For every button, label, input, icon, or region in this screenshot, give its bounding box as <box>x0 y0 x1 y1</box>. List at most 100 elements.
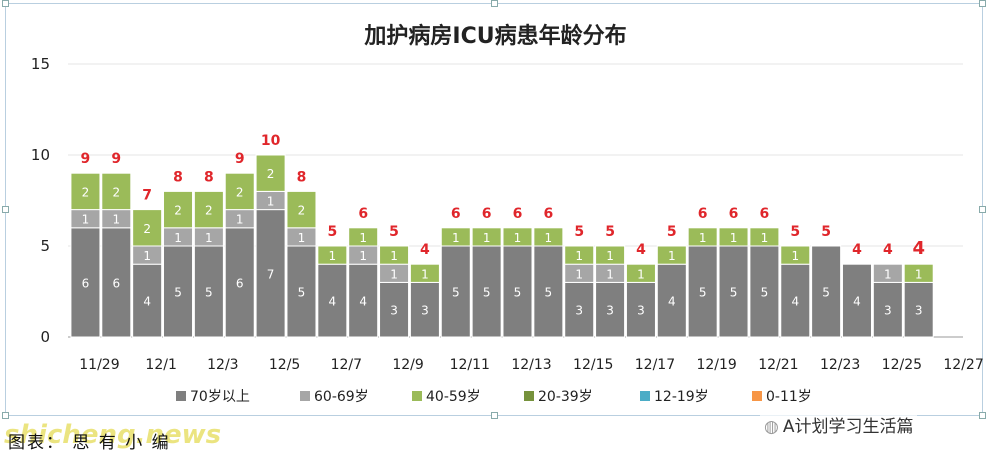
bar-segment <box>533 245 564 338</box>
bar-segment <box>101 227 132 338</box>
x-tick-label: 12/17 <box>635 357 675 373</box>
data-label: 2 <box>112 185 120 199</box>
data-label: 7 <box>267 267 275 281</box>
data-label: 1 <box>390 267 398 281</box>
bar-segment <box>872 263 903 283</box>
data-label: 1 <box>699 231 707 245</box>
bar-segment <box>193 190 224 229</box>
data-label: 2 <box>298 204 306 218</box>
total-label: 4 <box>636 242 646 258</box>
data-label: 5 <box>205 286 213 300</box>
bar-segment <box>70 227 101 338</box>
x-tick-label: 12/7 <box>331 357 362 373</box>
bar-segment <box>348 227 379 247</box>
total-label: 5 <box>327 224 337 240</box>
resize-handle[interactable] <box>2 412 9 419</box>
data-label: 6 <box>82 276 90 290</box>
bar-segment <box>224 227 255 338</box>
data-label: 1 <box>575 249 583 263</box>
bar-segment <box>101 172 132 211</box>
total-label: 9 <box>111 151 121 167</box>
bar-segment <box>409 281 440 338</box>
data-label: 3 <box>915 304 923 318</box>
total-label: 8 <box>173 169 183 185</box>
total-label: 4 <box>852 242 862 258</box>
data-label: 6 <box>236 276 244 290</box>
data-label: 1 <box>606 267 614 281</box>
data-label: 1 <box>761 231 769 245</box>
account-badge: ◍ A计划学习生活篇 <box>760 412 918 437</box>
data-label: 5 <box>699 286 707 300</box>
resize-handle[interactable] <box>2 206 9 213</box>
total-label: 5 <box>790 224 800 240</box>
data-label: 4 <box>853 295 861 309</box>
data-label: 1 <box>545 231 553 245</box>
data-label: 1 <box>915 267 923 281</box>
data-label: 1 <box>637 267 645 281</box>
y-tick-label: 10 <box>31 146 50 164</box>
bar-segment <box>440 245 471 338</box>
data-label: 3 <box>390 304 398 318</box>
data-label: 5 <box>822 286 830 300</box>
data-label: 1 <box>483 231 491 245</box>
bar-segment <box>471 227 502 247</box>
data-label: 5 <box>761 286 769 300</box>
legend-label: 70岁以上 <box>190 389 250 405</box>
bar-segment <box>533 227 564 247</box>
bar-segment <box>132 209 163 247</box>
bar-segment <box>625 281 656 338</box>
bar-segment <box>811 245 842 338</box>
legend-label: 12-19岁 <box>654 389 709 405</box>
data-label: 5 <box>174 286 182 300</box>
data-label: 2 <box>236 185 244 199</box>
bar-segment <box>749 245 780 338</box>
data-label: 5 <box>514 286 522 300</box>
total-label: 6 <box>698 206 708 222</box>
total-label: 4 <box>420 242 430 258</box>
legend-swatch <box>640 391 650 401</box>
x-tick-label: 12/3 <box>207 357 238 373</box>
bar-segment <box>379 245 410 265</box>
bar-segment <box>564 245 595 265</box>
resize-handle[interactable] <box>979 0 986 7</box>
total-label: 9 <box>81 151 91 167</box>
x-tick-label: 12/19 <box>696 357 736 373</box>
resize-handle[interactable] <box>979 206 986 213</box>
data-label: 4 <box>668 295 676 309</box>
bar-segment <box>163 190 194 229</box>
x-tick-label: 12/11 <box>450 357 490 373</box>
total-label: 6 <box>358 206 368 222</box>
watermark: shicheng.news <box>4 420 222 450</box>
total-label: 6 <box>482 206 492 222</box>
total-label: 5 <box>821 224 831 240</box>
total-label: 5 <box>574 224 584 240</box>
data-label: 6 <box>112 276 120 290</box>
resize-handle[interactable] <box>491 0 498 7</box>
data-label: 3 <box>884 304 892 318</box>
bar-segment <box>286 245 317 338</box>
data-label: 1 <box>359 249 367 263</box>
resize-handle[interactable] <box>2 0 9 7</box>
x-tick-label: 12/1 <box>145 357 176 373</box>
data-label: 4 <box>359 295 367 309</box>
data-label: 2 <box>205 204 213 218</box>
data-label: 5 <box>298 286 306 300</box>
data-label: 3 <box>637 304 645 318</box>
resize-handle[interactable] <box>979 412 986 419</box>
total-label: 4 <box>883 242 893 258</box>
data-label: 5 <box>452 286 460 300</box>
legend-swatch <box>412 391 422 401</box>
data-label: 1 <box>236 213 244 227</box>
data-label: 1 <box>174 231 182 245</box>
bar-segment <box>780 245 811 265</box>
y-tick-label: 15 <box>31 55 50 73</box>
data-label: 5 <box>483 286 491 300</box>
bar-segment <box>317 245 348 265</box>
data-label: 1 <box>791 249 799 263</box>
resize-handle[interactable] <box>491 412 498 419</box>
x-tick-label: 12/27 <box>943 357 983 373</box>
bar-segment <box>317 263 348 338</box>
x-tick-label: 11/29 <box>79 357 119 373</box>
bar-segment <box>255 154 286 192</box>
